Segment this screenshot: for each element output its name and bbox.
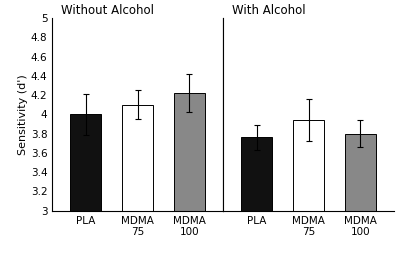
Bar (122, 105, 153, 211)
Bar (292, 120, 323, 211)
Bar (241, 137, 271, 211)
Text: With Alcohol: With Alcohol (231, 4, 304, 17)
Bar (344, 134, 375, 211)
Text: Without Alcohol: Without Alcohol (61, 4, 154, 17)
Bar (174, 93, 205, 211)
Bar (70, 114, 101, 211)
Y-axis label: Sensitivity (d'): Sensitivity (d') (18, 74, 28, 155)
